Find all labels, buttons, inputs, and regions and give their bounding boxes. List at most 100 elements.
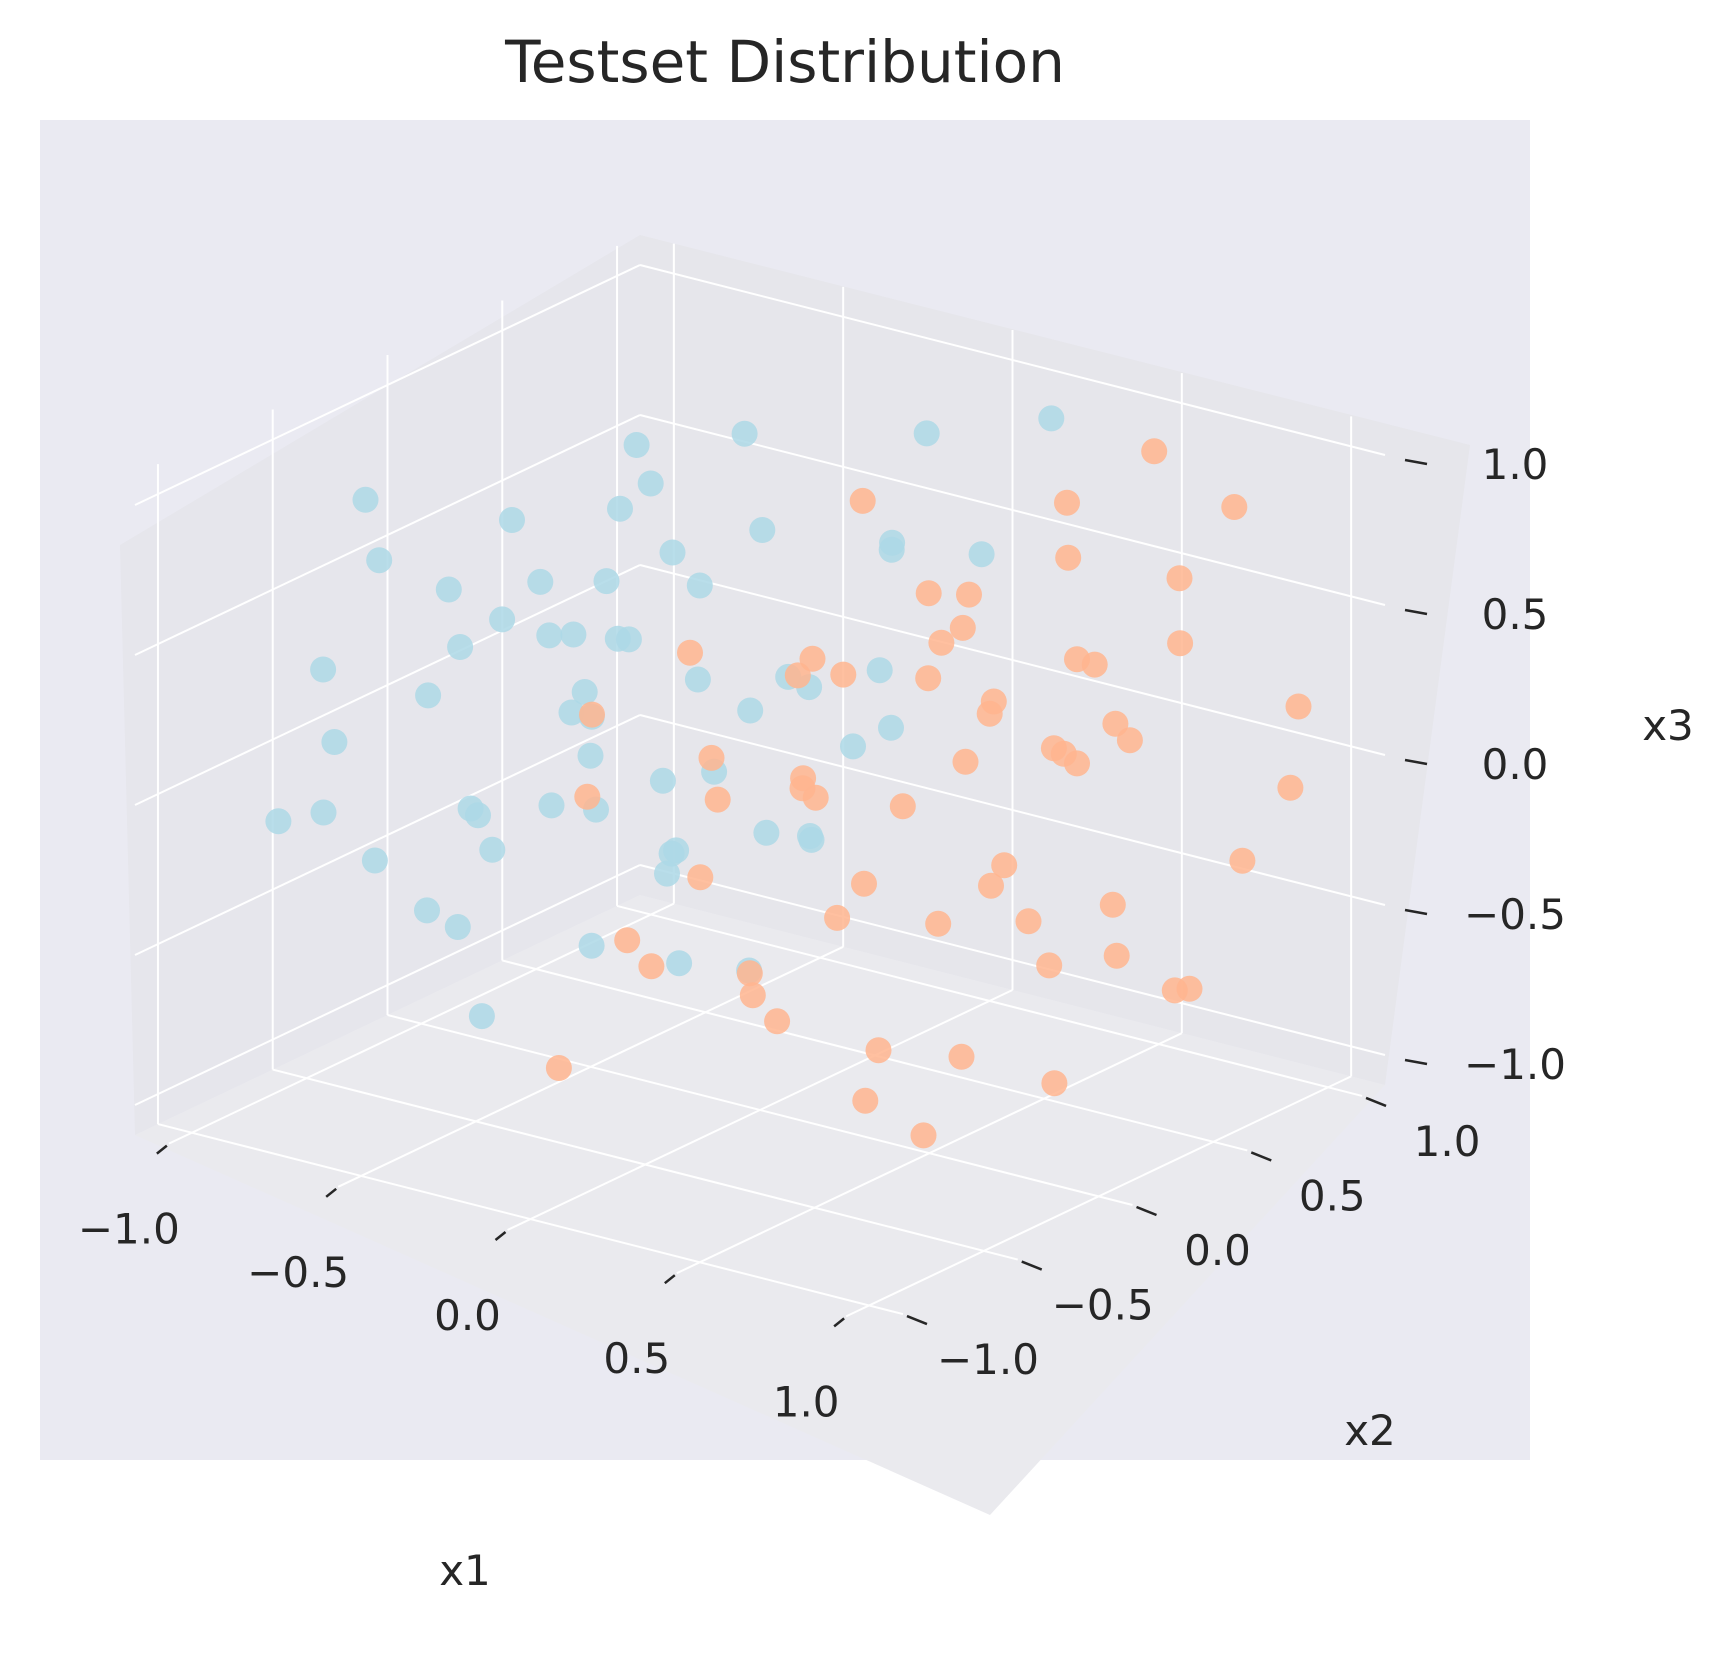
x1-tick-4 <box>833 1317 845 1328</box>
point-s1-24 <box>830 661 857 688</box>
x1-tick-label-1: −0.5 <box>247 1248 349 1297</box>
point-s1-52 <box>1055 544 1082 571</box>
x3-tick-4 <box>1404 458 1428 466</box>
x3-tick-label-4: 1.0 <box>1482 440 1549 489</box>
x2-tick-label-2: 0.0 <box>1184 1226 1251 1275</box>
point-s0-57 <box>578 932 605 959</box>
point-s0-29 <box>414 897 440 924</box>
point-s1-35 <box>1036 952 1063 979</box>
x3-tick-2 <box>1404 758 1428 766</box>
point-s1-26 <box>956 581 982 608</box>
grid-floor-x1-4 <box>845 1075 1352 1318</box>
point-s1-19 <box>1285 693 1312 720</box>
point-s1-48 <box>980 688 1007 715</box>
x3-tick-label-0: −1.0 <box>1464 1040 1566 1089</box>
point-s0-16 <box>558 699 585 726</box>
point-s0-1 <box>361 847 388 874</box>
point-s1-25 <box>889 793 916 820</box>
point-s0-45 <box>684 666 711 693</box>
point-s0-31 <box>310 656 337 683</box>
point-s0-53 <box>489 606 516 633</box>
point-s0-9 <box>623 432 650 458</box>
grid-back-z-2 <box>639 564 1386 756</box>
point-s1-54 <box>790 765 817 792</box>
point-s1-2 <box>614 927 641 954</box>
point-s1-31 <box>784 662 811 689</box>
point-s0-22 <box>866 657 893 684</box>
point-s1-32 <box>851 870 877 897</box>
point-s0-21 <box>666 950 693 977</box>
point-s1-23 <box>764 1008 791 1035</box>
point-s0-55 <box>465 802 491 829</box>
point-s1-6 <box>865 1037 892 1064</box>
x2-tick-label-1: −0.5 <box>1052 1281 1154 1330</box>
point-s0-47 <box>649 767 676 794</box>
point-s1-44 <box>799 645 826 672</box>
point-s0-14 <box>593 568 620 595</box>
x2-tick-label-3: 0.5 <box>1299 1171 1366 1220</box>
chart-title: Testset Distribution <box>504 28 1065 96</box>
pane-left <box>120 235 640 1135</box>
point-s1-47 <box>1176 975 1203 1002</box>
point-s1-3 <box>677 639 703 666</box>
grid-floor-x2-2 <box>387 1014 1133 1206</box>
point-s0-33 <box>435 576 462 603</box>
point-s0-35 <box>538 792 565 819</box>
point-s1-49 <box>1099 891 1126 918</box>
point-s1-17 <box>1166 565 1193 592</box>
grid-floor-x1-3 <box>676 1032 1183 1275</box>
point-s1-4 <box>739 982 766 1009</box>
point-s1-45 <box>925 910 952 937</box>
x1-tick-label-2: 0.0 <box>434 1291 501 1340</box>
point-s0-28 <box>607 495 633 522</box>
point-s0-11 <box>749 517 776 543</box>
x3-axis-label: x3 <box>1642 701 1694 750</box>
point-s1-1 <box>574 783 601 810</box>
pane-back <box>640 235 1470 1085</box>
x1-tick-0 <box>156 1144 168 1155</box>
point-s0-13 <box>737 697 764 724</box>
point-s1-55 <box>915 580 942 607</box>
point-s0-15 <box>840 733 866 760</box>
point-s1-8 <box>991 852 1018 879</box>
x1-tick-label-3: 0.5 <box>603 1334 670 1383</box>
point-s0-48 <box>968 541 995 568</box>
x1-axis-label: x1 <box>439 1546 491 1595</box>
point-s1-39 <box>1277 774 1304 801</box>
point-s1-14 <box>978 872 1004 899</box>
point-s1-27 <box>1015 908 1042 935</box>
x1-tick-1 <box>325 1187 337 1198</box>
x2-tick-label-0: −1.0 <box>937 1335 1039 1384</box>
point-s0-51 <box>352 486 379 513</box>
x2-tick-1 <box>1021 1260 1043 1271</box>
point-s1-50 <box>849 487 876 514</box>
point-s0-56 <box>659 539 686 566</box>
point-s1-41 <box>824 904 851 931</box>
point-s0-41 <box>663 837 690 864</box>
point-s1-46 <box>1050 740 1077 767</box>
point-s1-33 <box>910 1122 937 1149</box>
x3-tick-label-3: 0.5 <box>1482 590 1549 639</box>
point-s1-18 <box>1229 847 1256 874</box>
x2-tick-3 <box>1250 1151 1272 1162</box>
point-s1-36 <box>1102 710 1129 737</box>
point-s1-30 <box>736 960 763 987</box>
point-s0-18 <box>913 420 940 447</box>
point-s1-20 <box>579 701 605 728</box>
x3-tick-3 <box>1404 608 1428 616</box>
x3-tick-label-1: −0.5 <box>1464 890 1566 939</box>
x1-tick-label-0: −1.0 <box>78 1205 180 1254</box>
point-s1-21 <box>638 953 665 980</box>
point-s0-44 <box>878 714 904 741</box>
point-s1-53 <box>687 864 714 891</box>
point-s1-38 <box>1221 494 1248 520</box>
point-s0-25 <box>415 682 442 709</box>
point-s0-23 <box>654 860 680 887</box>
x1-tick-2 <box>494 1231 507 1241</box>
point-s0-40 <box>879 529 906 556</box>
x3-tick-0 <box>1404 1058 1428 1066</box>
point-s1-13 <box>915 665 942 692</box>
point-s1-58 <box>948 1043 975 1070</box>
point-s0-34 <box>731 420 758 447</box>
x2-axis-label: x2 <box>1344 1406 1396 1455</box>
